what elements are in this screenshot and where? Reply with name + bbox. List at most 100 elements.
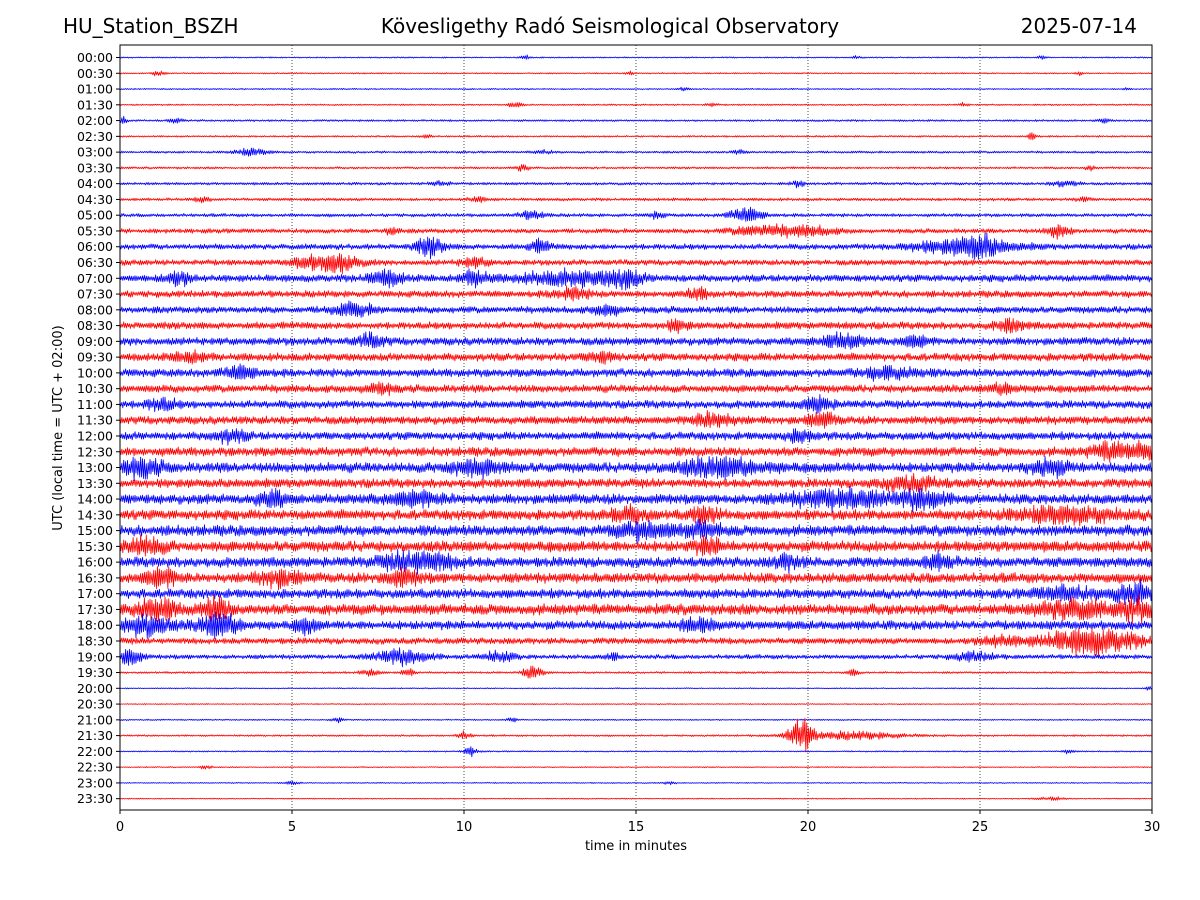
trace-11:00	[119, 393, 1153, 415]
y-tick-label: 09:00	[77, 334, 113, 349]
trace-17:30	[119, 593, 1153, 625]
trace-05:00	[119, 206, 1153, 222]
y-tick-label: 02:00	[77, 113, 113, 128]
y-tick-labels: 00:0000:3001:0001:3002:0002:3003:0003:30…	[77, 50, 120, 806]
trace-09:30	[119, 349, 1153, 365]
y-tick-label: 16:00	[77, 555, 113, 570]
trace-02:00	[119, 115, 1153, 124]
trace-16:30	[119, 566, 1153, 591]
y-tick-label: 03:30	[77, 160, 113, 175]
y-tick-label: 08:00	[77, 302, 113, 317]
trace-18:30	[119, 627, 1153, 658]
grid-lines	[291, 45, 981, 810]
trace-12:00	[119, 428, 1153, 446]
trace-01:00	[119, 86, 1153, 92]
y-tick-label: 01:00	[77, 82, 113, 97]
y-tick-label: 17:30	[77, 602, 113, 617]
trace-02:30	[119, 132, 1153, 141]
trace-16:00	[119, 549, 1153, 575]
y-tick-label: 11:30	[77, 413, 113, 428]
x-tick-label-5: 5	[288, 820, 296, 835]
trace-00:00	[119, 54, 1153, 60]
chart-title: Kövesligethy Radó Seismological Observat…	[380, 14, 840, 38]
y-tick-label: 07:30	[77, 287, 113, 302]
trace-08:30	[119, 317, 1153, 335]
y-tick-label: 04:00	[77, 176, 113, 191]
y-tick-label: 10:30	[77, 381, 113, 396]
y-tick-label: 15:30	[77, 539, 113, 554]
trace-06:00	[119, 232, 1153, 260]
x-tick-label-25: 25	[972, 820, 989, 835]
y-tick-label: 12:30	[77, 444, 113, 459]
y-tick-label: 14:30	[77, 507, 113, 522]
trace-13:30	[119, 472, 1153, 493]
y-tick-label: 01:30	[77, 97, 113, 112]
y-tick-label: 17:00	[77, 586, 113, 601]
trace-20:00	[119, 686, 1153, 691]
y-tick-label: 10:00	[77, 365, 113, 380]
y-tick-label: 22:30	[77, 760, 113, 775]
y-tick-label: 22:00	[77, 744, 113, 759]
trace-22:30	[119, 765, 1153, 770]
trace-10:00	[119, 363, 1153, 382]
trace-17:00	[119, 578, 1153, 606]
seismogram-traces	[119, 54, 1153, 801]
y-tick-label: 02:30	[77, 129, 113, 144]
trace-15:00	[119, 518, 1153, 544]
trace-19:00	[119, 647, 1153, 668]
x-tick-label-10: 10	[456, 820, 473, 835]
trace-12:30	[119, 439, 1153, 463]
y-tick-label: 18:00	[77, 618, 113, 633]
trace-11:30	[119, 409, 1153, 429]
trace-07:30	[119, 285, 1153, 302]
trace-13:00	[119, 455, 1153, 482]
trace-03:30	[119, 164, 1153, 172]
trace-05:30	[119, 223, 1153, 240]
trace-04:30	[119, 196, 1153, 204]
trace-00:30	[119, 70, 1153, 77]
y-tick-label: 20:00	[77, 681, 113, 696]
y-tick-label: 07:00	[77, 271, 113, 286]
y-tick-label: 23:00	[77, 775, 113, 790]
y-tick-label: 05:30	[77, 223, 113, 238]
y-tick-label: 12:00	[77, 428, 113, 443]
y-tick-label: 08:30	[77, 318, 113, 333]
y-tick-label: 00:00	[77, 50, 113, 65]
y-tick-label: 21:00	[77, 712, 113, 727]
trace-14:30	[119, 502, 1153, 527]
trace-04:00	[119, 180, 1153, 189]
trace-15:30	[119, 534, 1153, 557]
trace-10:30	[119, 381, 1153, 397]
x-tick-label-20: 20	[800, 820, 817, 835]
y-tick-label: 09:30	[77, 350, 113, 365]
x-tick-labels: 0 5 10 15 20 25 30	[116, 810, 1160, 835]
trace-07:00	[119, 267, 1153, 291]
date-label: 2025-07-14	[1020, 14, 1137, 38]
trace-14:00	[119, 485, 1153, 513]
y-tick-label: 06:30	[77, 255, 113, 270]
y-tick-label: 21:30	[77, 728, 113, 743]
y-tick-label: 19:00	[77, 649, 113, 664]
y-tick-label: 20:30	[77, 697, 113, 712]
y-tick-label: 00:30	[77, 66, 113, 81]
trace-21:00	[119, 717, 1153, 724]
trace-18:00	[119, 611, 1153, 640]
y-tick-label: 19:30	[77, 665, 113, 680]
trace-01:30	[119, 101, 1153, 108]
y-tick-label: 23:30	[77, 791, 113, 806]
y-tick-label: 05:00	[77, 208, 113, 223]
y-tick-label: 06:00	[77, 239, 113, 254]
y-tick-label: 04:30	[77, 192, 113, 207]
trace-23:00	[119, 780, 1153, 786]
trace-22:00	[119, 746, 1153, 758]
y-tick-label: 11:00	[77, 397, 113, 412]
trace-06:30	[119, 253, 1153, 275]
x-axis-label: time in minutes	[585, 839, 687, 854]
trace-03:00	[119, 147, 1153, 157]
y-tick-label: 18:30	[77, 633, 113, 648]
y-axis-label: UTC (local time = UTC + 02:00)	[51, 325, 66, 530]
y-tick-label: 16:30	[77, 570, 113, 585]
trace-20:30	[119, 703, 1153, 706]
x-tick-label-0: 0	[116, 820, 124, 835]
